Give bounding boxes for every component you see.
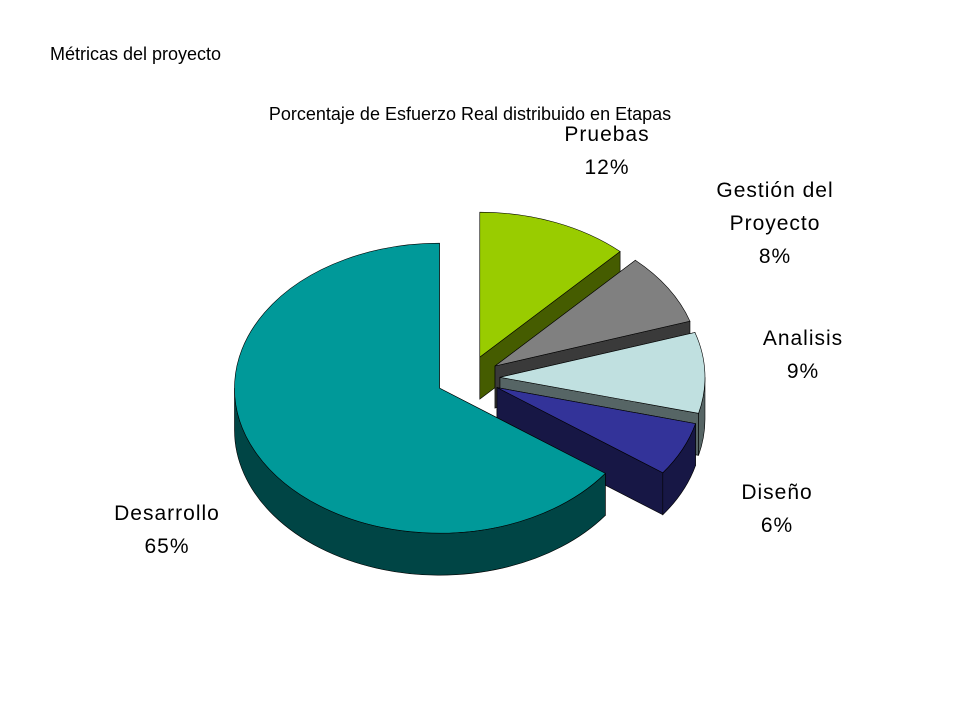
slice-label: Pruebas <box>564 123 650 146</box>
slide-title: Métricas del proyecto <box>50 44 222 64</box>
pie-slice <box>499 332 706 414</box>
slice-label: Gestión del Proyecto <box>716 179 834 235</box>
slice-value-label: 6% <box>760 514 794 537</box>
pie-slice <box>496 387 696 474</box>
pie-slice <box>234 242 606 534</box>
slice-value-label: 8% <box>758 245 792 268</box>
slice-value-label: 9% <box>786 360 820 383</box>
chart-title: Porcentaje de Esfuerzo Real distribuido … <box>268 104 672 124</box>
slice-value-label: 65% <box>144 535 190 558</box>
slice-label: Diseño <box>741 481 813 504</box>
slice-value-label: 12% <box>584 156 630 179</box>
slice-label: Desarrollo <box>114 502 220 525</box>
pie-slice <box>494 259 691 367</box>
slice-label: Analisis <box>762 327 844 350</box>
pie-slice <box>479 211 621 358</box>
